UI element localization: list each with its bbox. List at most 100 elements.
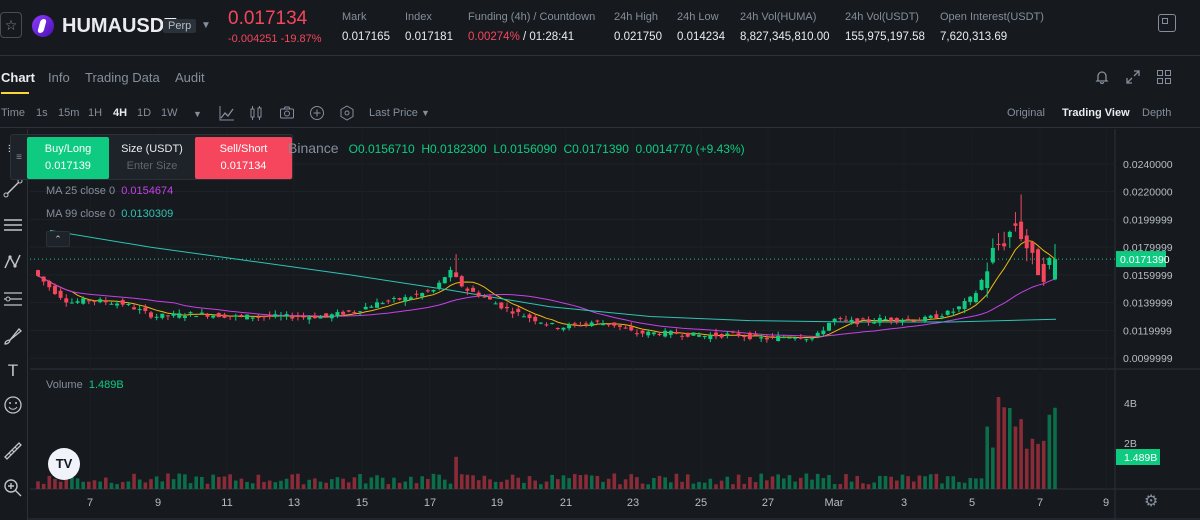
candle-body (776, 335, 781, 342)
drag-handle-icon[interactable]: ≡ (16, 152, 22, 163)
volume-bar (832, 484, 837, 489)
tab-chart[interactable]: Chart (1, 70, 35, 94)
symbol-name[interactable]: HUMAUSDT (62, 15, 177, 37)
candle-body (951, 311, 956, 313)
horizontal-lines-icon[interactable] (2, 215, 24, 237)
price-tick-label: 0.0240000 (1123, 159, 1173, 171)
size-input[interactable]: Size (USDT) Enter Size (121, 143, 183, 172)
volume-bar (731, 484, 735, 489)
candle-body (199, 312, 204, 314)
volume-bar (132, 473, 136, 489)
time-tick-label: 25 (695, 497, 707, 509)
volume-bar (87, 481, 91, 489)
last-price-label: 0.0171390 (1120, 254, 1170, 266)
volume-bar (889, 476, 893, 489)
candle-body (69, 302, 74, 304)
interval-1d[interactable]: 1D (137, 107, 152, 119)
tradingview-logo[interactable]: TV (48, 448, 80, 480)
candle-body (651, 332, 656, 335)
price-type-select[interactable]: Last Price ▼ (369, 107, 430, 119)
candle-body (267, 315, 272, 317)
candle-body (301, 316, 306, 318)
interval-15m[interactable]: 15m (58, 107, 80, 119)
favorite-star-icon[interactable]: ☆ (0, 12, 22, 38)
candlestick-chart[interactable]: 0.02400000.02200000.01999990.01799990.01… (0, 129, 1200, 520)
candle-body (92, 300, 97, 302)
collapse-legend-button[interactable]: ⌃ (46, 231, 70, 247)
volume-bar (629, 474, 634, 489)
last-price: 0.017134 (228, 8, 308, 29)
view-trading-view[interactable]: Trading View (1062, 107, 1130, 119)
trendline-icon[interactable] (2, 178, 24, 200)
view-depth[interactable]: Depth (1142, 107, 1172, 119)
settings-icon[interactable] (339, 105, 355, 121)
candle-body (1036, 249, 1041, 276)
gear-icon[interactable]: ⚙ (1144, 493, 1159, 510)
interval-1s[interactable]: 1s (36, 107, 48, 119)
price-change: -0.004251 -19.87% (228, 33, 322, 45)
candle-body (465, 288, 470, 291)
candle-body (674, 332, 679, 334)
camera-icon[interactable] (279, 105, 295, 121)
candle-body (41, 276, 46, 282)
text-icon[interactable]: T (7, 361, 19, 380)
candle-body (137, 309, 142, 311)
pattern-icon[interactable] (2, 252, 24, 274)
volume-bar (669, 482, 673, 489)
grid-layout-icon[interactable] (1156, 69, 1172, 85)
time-tick-label: 5 (969, 497, 975, 509)
candle-body (510, 311, 515, 314)
emoji-icon[interactable] (2, 395, 24, 417)
volume-bar (765, 480, 769, 489)
volume-bar (47, 475, 52, 489)
time-tick-label: 3 (901, 497, 907, 509)
candle-body (437, 282, 442, 289)
volume-bar (510, 474, 515, 489)
add-icon[interactable] (309, 105, 325, 121)
view-original[interactable]: Original (1007, 107, 1045, 119)
volume-bar (318, 481, 323, 489)
interval-dropdown-icon[interactable]: ▼ (193, 109, 202, 119)
tab-audit[interactable]: Audit (175, 70, 205, 85)
candle-body (917, 319, 922, 321)
indicators-icon[interactable] (219, 105, 235, 121)
volume-bar (810, 479, 814, 489)
layout-icon[interactable] (1158, 14, 1176, 32)
volume-bar (104, 477, 108, 489)
candle-body (335, 312, 340, 317)
candle-body (793, 337, 798, 339)
tab-info[interactable]: Info (48, 70, 70, 85)
candle-body (239, 314, 244, 316)
candle-body (476, 292, 481, 297)
expand-icon[interactable] (1125, 69, 1141, 85)
interval-4h[interactable]: 4H (113, 107, 128, 119)
tab-trading-data[interactable]: Trading Data (85, 70, 160, 85)
candle-body (804, 339, 809, 341)
candle-body (584, 323, 589, 325)
ruler-icon[interactable] (2, 441, 24, 463)
fib-icon[interactable] (2, 289, 24, 311)
volume-bar (335, 477, 340, 489)
stat-24h-low: 24h Low 0.014234 (677, 11, 725, 43)
volume-bar (527, 476, 532, 489)
candle-body (182, 316, 187, 318)
bell-icon[interactable] (1094, 69, 1110, 85)
symbol-dropdown-icon[interactable]: ▼ (201, 20, 211, 31)
interval-1w[interactable]: 1W (161, 107, 178, 119)
volume-bar (595, 475, 600, 489)
buy-long-button[interactable]: Buy/Long 0.017139 (27, 137, 109, 179)
volume-bar (906, 476, 910, 489)
candle-type-icon[interactable] (248, 105, 264, 121)
candle-body (889, 317, 894, 321)
time-tick-label: 9 (155, 497, 161, 509)
interval-1h[interactable]: 1H (88, 107, 103, 119)
chart-area[interactable]: 0.0240000 0.0220000 0.0199999 0.0179999 0.01… (0, 129, 1200, 520)
volume-bar (177, 473, 182, 489)
volume-legend: Volume 1.489B (46, 379, 124, 391)
candle-body (1002, 243, 1007, 247)
volume-bar (680, 481, 684, 489)
brush-icon[interactable] (2, 326, 24, 348)
sell-short-button[interactable]: Sell/Short 0.017134 (195, 137, 292, 179)
zoom-icon[interactable] (2, 478, 24, 500)
volume-bar (782, 478, 786, 489)
